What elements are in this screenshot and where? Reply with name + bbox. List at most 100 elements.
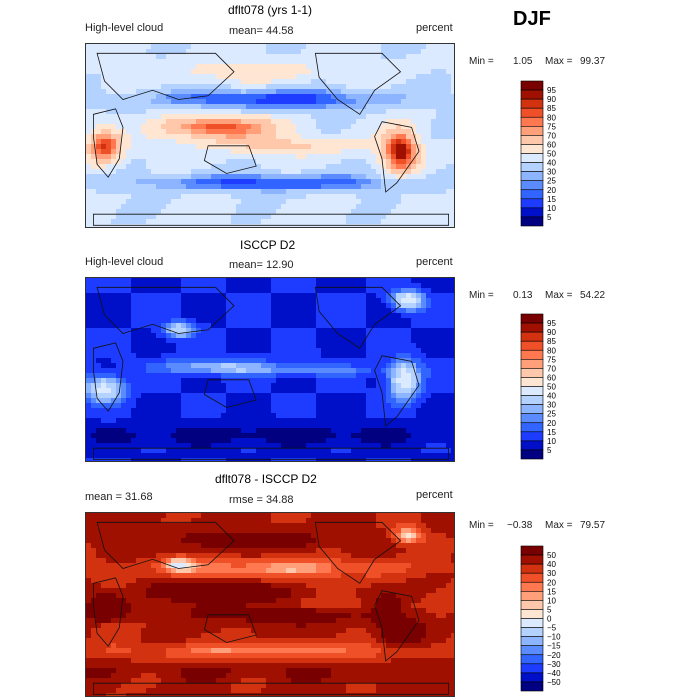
colorbar-box <box>520 581 544 592</box>
colorbar-tick-label: 5 <box>547 213 552 222</box>
panel3-map <box>85 512 455 697</box>
colorbar-tick-label: 75 <box>547 355 556 364</box>
colorbar-box <box>520 189 544 200</box>
colorbar-tick-label: 25 <box>547 177 556 186</box>
panel3-min-value: −0.38 <box>507 520 533 531</box>
coastline <box>314 52 402 115</box>
colorbar-box <box>520 98 544 109</box>
colorbar-tick-label: 60 <box>547 140 556 149</box>
coastline <box>96 286 235 334</box>
colorbar-tick-label: 15 <box>547 428 556 437</box>
panel1-max-value: 99.37 <box>580 56 606 67</box>
panel1-min-value: 1.05 <box>513 56 533 67</box>
colorbar-tick-label: 50 <box>547 551 556 560</box>
colorbar-tick-label: 10 <box>547 204 556 213</box>
season-label: DJF <box>513 8 551 30</box>
panel2-mean-label: mean= 12.90 <box>229 259 294 271</box>
panel3-unit-label: percent <box>416 489 453 501</box>
colorbar-box <box>520 135 544 145</box>
colorbar-tick-label: 70 <box>547 131 556 140</box>
colorbar-box <box>520 180 544 191</box>
colorbar-box <box>520 322 544 333</box>
colorbar-box <box>520 654 544 665</box>
panel3-title: dflt078 - ISCCP D2 <box>215 472 317 486</box>
colorbar-tick-label: 50 <box>547 383 556 392</box>
panel2-variable-label: High-level cloud <box>85 256 164 268</box>
colorbar-box <box>520 591 544 601</box>
colorbar-box <box>520 545 544 556</box>
colorbar-box <box>520 618 544 628</box>
colorbar-tick-label: 80 <box>547 113 556 122</box>
panel2-map <box>85 277 455 462</box>
colorbar-box <box>520 609 544 619</box>
colorbar-box <box>520 413 544 424</box>
coastline <box>93 682 449 695</box>
coastline <box>314 286 402 349</box>
coastline <box>93 447 449 460</box>
colorbar-tick-label: 10 <box>547 437 556 446</box>
colorbar-box <box>520 359 544 369</box>
colorbar-tick-label: −15 <box>547 642 561 651</box>
colorbar-tick-label: 0 <box>547 615 552 624</box>
colorbar-tick-label: 20 <box>547 578 556 587</box>
coastline <box>93 213 449 226</box>
coastline <box>203 614 257 643</box>
coastline <box>93 577 124 647</box>
colorbar-tick-label: −30 <box>547 660 561 669</box>
colorbar-box <box>520 331 544 342</box>
colorbar-box <box>520 126 544 136</box>
coastline <box>203 145 257 174</box>
colorbar-tick-label: −5 <box>547 624 557 633</box>
coastline <box>96 521 235 569</box>
coastline <box>374 121 420 193</box>
coastline <box>93 108 124 178</box>
colorbar-box <box>520 449 544 460</box>
panel2-max-value: 54.22 <box>580 290 606 301</box>
colorbar-tick-label: 80 <box>547 346 556 355</box>
colorbar-box <box>520 198 544 209</box>
colorbar-tick-label: −40 <box>547 669 561 678</box>
colorbar-box <box>520 171 544 181</box>
panel2-unit-label: percent <box>416 256 453 268</box>
colorbar-box <box>520 89 544 100</box>
colorbar-box <box>520 422 544 433</box>
colorbar-box <box>520 681 544 692</box>
colorbar-tick-label: −20 <box>547 651 561 660</box>
colorbar-box <box>520 600 544 610</box>
colorbar-tick-label: 40 <box>547 159 556 168</box>
panel3-max-label: Max = <box>545 520 573 531</box>
colorbar-tick-label: 15 <box>547 587 556 596</box>
colorbar-tick-label: 40 <box>547 392 556 401</box>
colorbar-tick-label: 90 <box>547 328 556 337</box>
panel1-heatmap <box>86 44 454 227</box>
heatmap-cells <box>86 44 454 227</box>
heatmap-cells <box>86 513 454 696</box>
colorbar-tick-label: 10 <box>547 596 556 605</box>
colorbar-box <box>520 636 544 646</box>
panel3-min-label: Min = <box>469 520 494 531</box>
colorbar-box <box>520 313 544 324</box>
panel2-title: ISCCP D2 <box>240 238 296 252</box>
panel1-map <box>85 43 455 228</box>
colorbar-box <box>520 162 544 172</box>
colorbar-box <box>520 207 544 218</box>
colorbar-box <box>520 144 544 154</box>
panel3-mean-label: mean = 31.68 <box>85 491 153 503</box>
colorbar-tick-label: 70 <box>547 364 556 373</box>
colorbar-box <box>520 563 544 574</box>
panel1-max-label: Max = <box>545 56 573 67</box>
colorbar-tick-label: 60 <box>547 373 556 382</box>
panel2-heatmap <box>86 278 454 461</box>
colorbar-box <box>520 386 544 396</box>
colorbar-tick-label: 95 <box>547 86 556 95</box>
colorbar-box <box>520 80 544 91</box>
colorbar-tick-label: 20 <box>547 186 556 195</box>
panel2-min-label: Min = <box>469 290 494 301</box>
colorbar-tick-label: 5 <box>547 446 552 455</box>
colorbar-tick-label: 30 <box>547 401 556 410</box>
colorbar-box <box>520 349 544 360</box>
coastline <box>374 590 420 662</box>
